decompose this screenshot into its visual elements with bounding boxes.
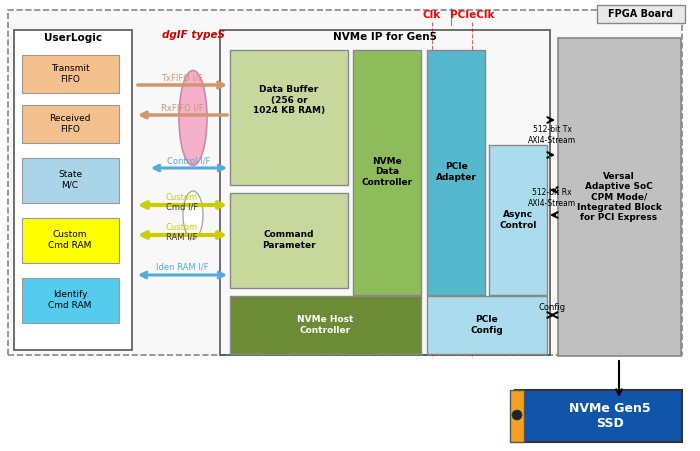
Text: PCIeClk: PCIeClk — [449, 10, 494, 20]
Bar — [510, 390, 524, 442]
Bar — [515, 390, 682, 442]
Text: Transmit
FIFO: Transmit FIFO — [50, 64, 90, 84]
Text: NVMe Gen5
SSD: NVMe Gen5 SSD — [569, 402, 651, 430]
Bar — [14, 30, 132, 350]
Text: NVMe
Data
Controller: NVMe Data Controller — [361, 157, 412, 187]
Ellipse shape — [179, 70, 207, 166]
Text: RAM I/F: RAM I/F — [167, 233, 197, 241]
Text: 512-bit Tx
AXI4-Stream: 512-bit Tx AXI4-Stream — [528, 125, 576, 145]
Bar — [22, 105, 119, 143]
Text: Control I/F: Control I/F — [167, 156, 211, 166]
Text: Versal
Adaptive SoC
CPM Mode/
Integrated Block
for PCI Express: Versal Adaptive SoC CPM Mode/ Integrated… — [577, 172, 662, 222]
Bar — [427, 50, 485, 295]
Bar — [427, 296, 547, 354]
Bar — [489, 145, 547, 295]
Bar — [22, 158, 119, 203]
Text: Clk: Clk — [423, 10, 441, 20]
Text: 512-bit Rx
AXI4-Stream: 512-bit Rx AXI4-Stream — [528, 189, 576, 208]
Circle shape — [512, 410, 522, 420]
Bar — [597, 5, 685, 23]
Text: PCIe
Adapter: PCIe Adapter — [435, 162, 477, 182]
Text: PCIe
Config: PCIe Config — [470, 315, 503, 335]
Text: dgIF typeS: dgIF typeS — [162, 30, 225, 40]
Text: Custom: Custom — [166, 222, 198, 231]
Text: NVMe Host
Controller: NVMe Host Controller — [297, 315, 354, 335]
Text: Iden RAM I/F: Iden RAM I/F — [155, 262, 209, 272]
Bar — [22, 218, 119, 263]
Text: Command
Parameter: Command Parameter — [262, 230, 316, 250]
Text: RxFIFO I/F: RxFIFO I/F — [161, 103, 203, 112]
Bar — [22, 278, 119, 323]
Text: Identify
Cmd RAM: Identify Cmd RAM — [48, 290, 92, 310]
Text: NVMe IP for Gen5: NVMe IP for Gen5 — [333, 32, 437, 42]
Bar — [230, 193, 348, 288]
Text: Cmd I/F: Cmd I/F — [166, 202, 198, 212]
Text: State
M/C: State M/C — [58, 170, 82, 190]
Bar — [22, 55, 119, 93]
Text: Custom: Custom — [166, 193, 198, 202]
Text: Async
Control: Async Control — [499, 210, 537, 230]
Text: Config: Config — [538, 304, 566, 313]
Text: UserLogic: UserLogic — [44, 33, 102, 43]
Text: Custom
Cmd RAM: Custom Cmd RAM — [48, 230, 92, 250]
Text: Received
FIFO: Received FIFO — [49, 114, 91, 133]
Bar — [230, 50, 348, 185]
Bar — [353, 50, 421, 295]
Bar — [230, 296, 421, 354]
Bar — [8, 10, 682, 355]
Bar — [558, 38, 681, 356]
Bar — [220, 30, 550, 355]
Text: TxFIFO I/F: TxFIFO I/F — [161, 74, 203, 83]
Text: Data Buffer
(256 or
1024 KB RAM): Data Buffer (256 or 1024 KB RAM) — [253, 85, 325, 115]
Ellipse shape — [183, 191, 203, 239]
Text: FPGA Board: FPGA Board — [608, 9, 673, 19]
